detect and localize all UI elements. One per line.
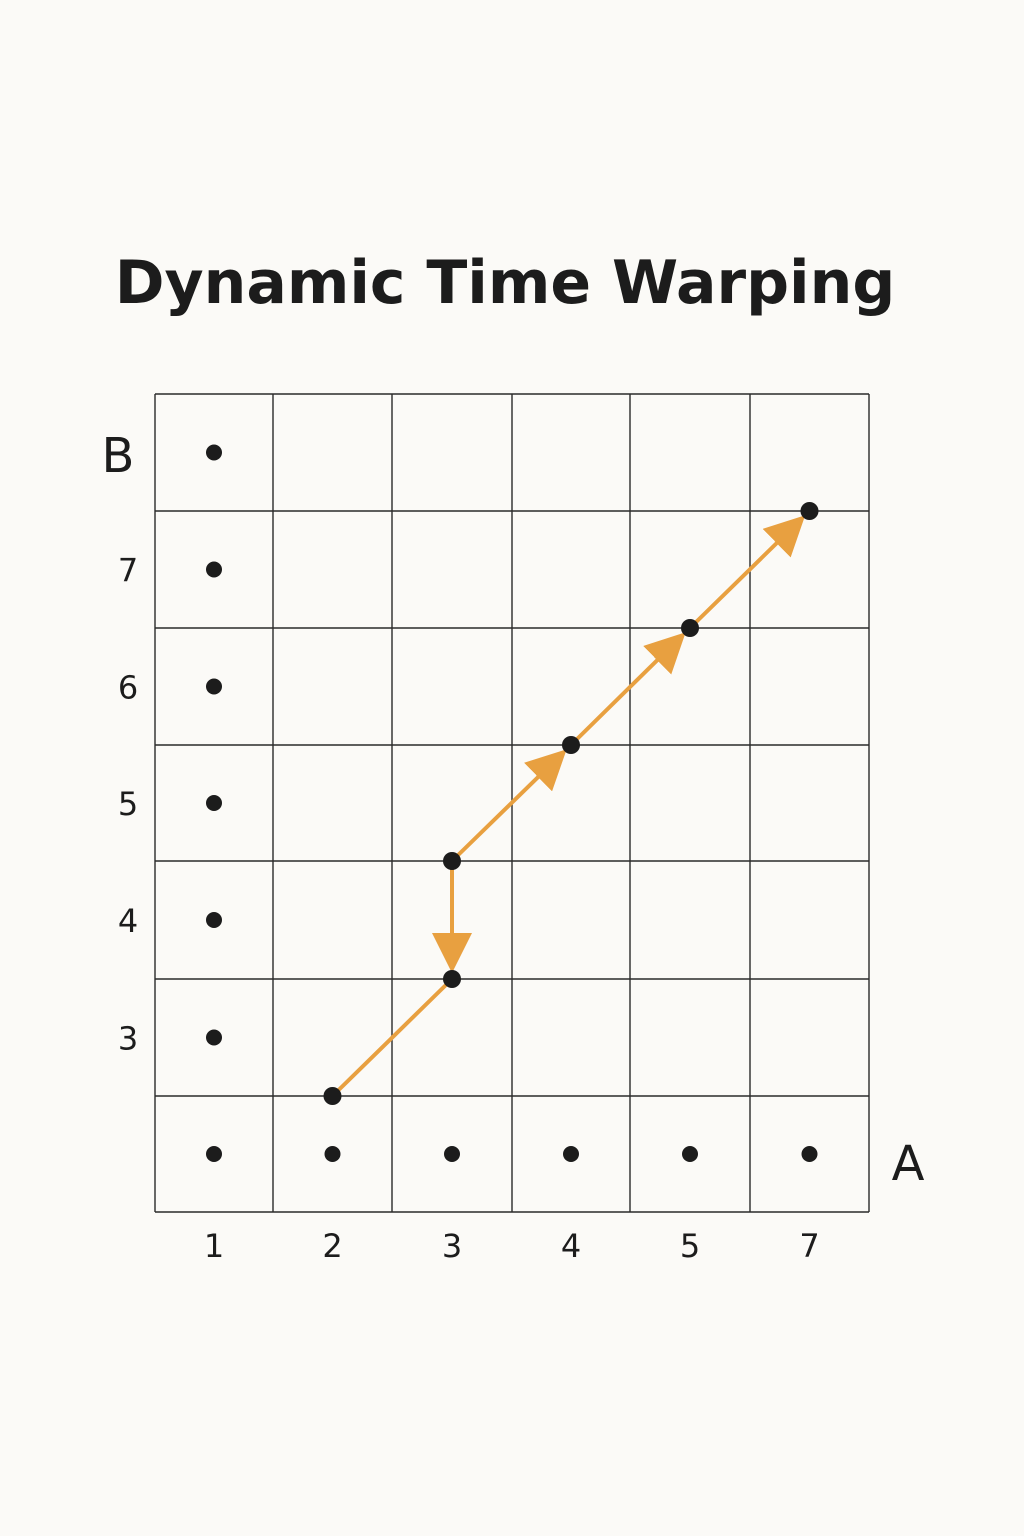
warping-path — [330, 515, 806, 1098]
sequence-b-point — [206, 1029, 222, 1046]
y-tick-label: 5 — [118, 785, 138, 823]
warping-path-node — [562, 736, 580, 754]
sequence-a-point — [324, 1146, 341, 1162]
y-tick-label: 6 — [118, 669, 138, 707]
y-axis-name: B — [102, 428, 135, 484]
y-tick-label: 4 — [118, 902, 138, 940]
x-tick-label: 2 — [322, 1227, 342, 1265]
warping-path-node — [443, 852, 461, 870]
sequence-b-point — [206, 678, 222, 695]
warping-path-node — [323, 1087, 342, 1105]
warping-path-node — [681, 619, 699, 637]
sequence-a-point — [682, 1146, 698, 1162]
x-tick-label: 3 — [442, 1227, 462, 1265]
grid — [154, 393, 870, 1213]
x-tick-label: 4 — [561, 1227, 581, 1265]
warping-path-arrow — [569, 632, 686, 747]
sequence-a-point — [801, 1146, 818, 1162]
sequence-b-point — [206, 795, 222, 811]
y-tick-label: 3 — [118, 1020, 138, 1058]
page-title: Dynamic Time Warping — [114, 248, 896, 318]
sequence-a-point — [206, 1146, 222, 1162]
warping-path-arrow — [450, 749, 567, 863]
sequence-a-point — [444, 1146, 460, 1162]
sequence-b-point — [206, 561, 222, 578]
y-tick-label: 7 — [118, 552, 138, 590]
axis-labels: B A 1 2 3 4 5 7 3 4 5 6 7 — [102, 428, 925, 1265]
sequence-b-point — [206, 912, 222, 928]
x-axis-name: A — [892, 1136, 925, 1192]
sequence-b-point — [206, 444, 222, 461]
x-tick-label: 7 — [799, 1227, 819, 1265]
warping-path-arrow — [688, 515, 806, 630]
x-tick-label: 1 — [204, 1227, 224, 1265]
warping-path-node — [443, 970, 461, 988]
sequence-a-point — [563, 1146, 579, 1162]
warping-path-arrow — [330, 977, 454, 1098]
warping-path-node — [800, 502, 819, 520]
sequence-points — [206, 444, 819, 1162]
x-tick-label: 5 — [680, 1227, 700, 1265]
